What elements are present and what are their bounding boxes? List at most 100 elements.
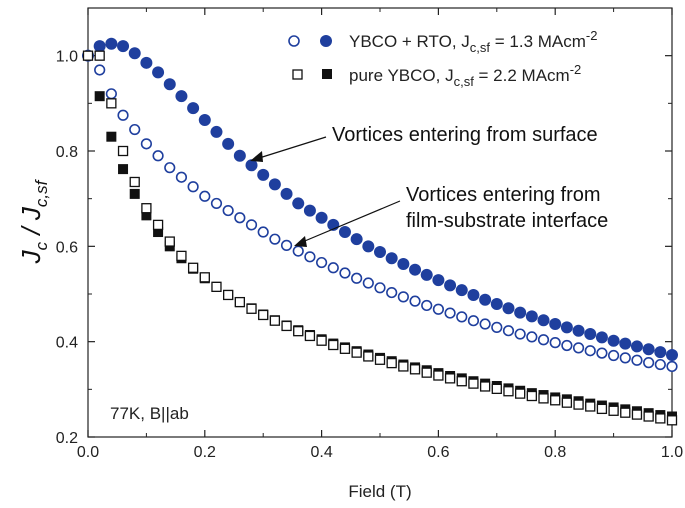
- data-point: [199, 190, 211, 202]
- data-point: [350, 233, 363, 246]
- series-layer: [82, 37, 678, 426]
- legend-pure-ybco-b: = 2.2 MAcm: [474, 66, 570, 85]
- y-tick-label: 1.0: [56, 49, 78, 66]
- data-point: [222, 137, 235, 150]
- data-point: [444, 307, 456, 319]
- data-point: [245, 159, 258, 172]
- data-point: [245, 219, 258, 231]
- y-tick-label: 0.8: [56, 144, 78, 161]
- data-point: [303, 204, 316, 217]
- data-point: [444, 279, 457, 292]
- data-point: [503, 386, 514, 397]
- data-point: [409, 263, 422, 276]
- data-point: [163, 78, 176, 91]
- data-point: [304, 251, 316, 263]
- data-point: [152, 66, 165, 79]
- data-point: [362, 240, 375, 253]
- y-axis-title-sep: / J: [16, 206, 46, 242]
- series-open-circle: [82, 50, 678, 373]
- data-point: [118, 164, 129, 175]
- data-point: [316, 256, 328, 269]
- data-point: [339, 267, 351, 279]
- data-point: [257, 226, 269, 238]
- y-axis-title-main: J: [16, 249, 46, 264]
- legend-marker-filled-circle: [320, 35, 332, 47]
- legend-ybco-rto-sup: -2: [586, 28, 598, 43]
- data-point: [198, 114, 211, 127]
- data-point: [234, 296, 245, 308]
- data-point: [490, 298, 503, 311]
- data-point: [537, 314, 550, 327]
- data-point: [666, 360, 678, 373]
- data-point: [491, 383, 502, 395]
- legend-ybco-rto-sub: c,sf: [470, 40, 491, 55]
- data-point: [572, 342, 585, 354]
- data-point: [654, 358, 666, 371]
- x-tick-label: 0.0: [77, 444, 99, 461]
- data-point: [572, 324, 585, 337]
- data-point: [105, 37, 118, 50]
- annotation-interface-line-1: Vortices entering from: [406, 184, 601, 206]
- data-point: [175, 90, 188, 103]
- annotation-surface-arrowhead: [250, 151, 263, 162]
- data-point: [491, 321, 503, 333]
- y-tick-label: 0.4: [56, 335, 78, 352]
- svg-text:Jc / Jc,sf: Jc / Jc,sf: [16, 178, 51, 264]
- data-point: [502, 325, 515, 337]
- data-point: [561, 339, 573, 352]
- data-point: [129, 176, 140, 188]
- data-point: [397, 291, 409, 303]
- data-point: [315, 211, 328, 224]
- y-axis-title-sub1: c: [32, 241, 51, 250]
- x-tick-label: 0.6: [427, 444, 449, 461]
- data-point: [608, 405, 619, 416]
- legend-marker-open-square: [292, 69, 303, 80]
- data-point: [94, 91, 105, 102]
- data-point: [117, 145, 129, 157]
- data-point: [502, 302, 515, 315]
- y-tick-label: 0.2: [56, 430, 78, 447]
- legend-pure-ybco-a: pure YBCO, J: [349, 66, 454, 85]
- data-point: [538, 393, 549, 404]
- data-point: [409, 364, 421, 375]
- data-point: [433, 370, 444, 381]
- data-point: [631, 354, 643, 366]
- data-point: [526, 390, 537, 402]
- data-point: [141, 203, 152, 214]
- data-point: [210, 125, 223, 138]
- data-point: [210, 197, 223, 210]
- data-point: [654, 346, 667, 359]
- data-point: [246, 303, 257, 314]
- data-point: [152, 150, 164, 162]
- data-point: [93, 40, 106, 53]
- data-point: [106, 131, 117, 142]
- data-point: [223, 289, 234, 301]
- data-point: [363, 351, 374, 362]
- annotation-interface: Vortices entering from film-substrate in…: [294, 184, 608, 247]
- data-point: [140, 138, 152, 150]
- data-point: [420, 268, 433, 281]
- data-point: [351, 272, 363, 284]
- data-point: [268, 178, 281, 191]
- data-point: [328, 339, 339, 351]
- data-point: [304, 330, 316, 342]
- data-point: [631, 409, 643, 420]
- data-point: [233, 149, 246, 162]
- data-point: [211, 281, 222, 293]
- y-axis: 0.2 0.4 0.6 0.8 1.0: [56, 49, 672, 447]
- data-point: [549, 337, 561, 349]
- data-point: [596, 403, 608, 415]
- legend-ybco-rto-b: = 1.3 MAcm: [490, 32, 586, 51]
- data-point: [316, 335, 327, 346]
- data-point: [374, 354, 386, 365]
- data-point: [432, 274, 445, 287]
- data-point: [549, 318, 562, 331]
- x-axis-title: Field (T): [348, 482, 411, 501]
- data-point: [152, 219, 164, 231]
- data-point: [386, 286, 398, 299]
- annotation-surface-text: Vortices entering from surface: [332, 124, 598, 146]
- data-point: [234, 212, 246, 224]
- data-point: [105, 88, 117, 100]
- x-axis: 0.0 0.2 0.4 0.6 0.8 1.0: [77, 8, 683, 461]
- data-point: [397, 257, 410, 270]
